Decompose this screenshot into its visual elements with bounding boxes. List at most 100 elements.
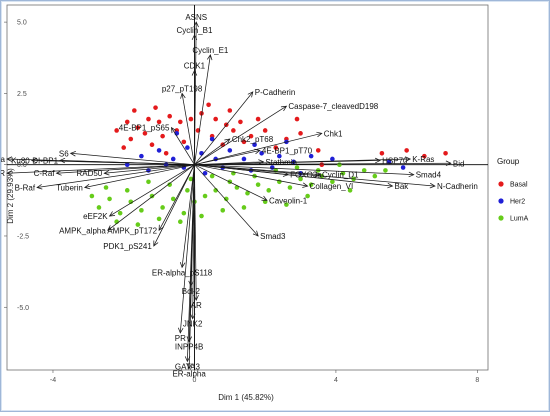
point-basal — [188, 116, 194, 122]
x-axis-label: Dim 1 (45.82%) — [218, 393, 274, 402]
point-her2 — [330, 156, 335, 162]
variable-label-ku80: Ku80 — [11, 156, 30, 165]
arrowhead-n-cadherin — [429, 182, 436, 189]
arrowhead-er-alpha-ps118 — [179, 262, 186, 269]
point-her2 — [202, 170, 208, 176]
point-basal — [443, 150, 448, 156]
point-basal — [231, 128, 236, 133]
point-luma — [308, 182, 314, 187]
point-luma — [185, 188, 190, 193]
arrow-ampk-alpha — [107, 164, 195, 231]
arrowhead-stathmin — [258, 159, 265, 165]
arrowhead-cyclin-b1 — [191, 34, 198, 41]
point-her2 — [185, 145, 190, 150]
variable-label-tuberin: Tuberin — [56, 184, 83, 193]
variable-label-ampk-alpha: AMPK_alpha — [59, 226, 106, 235]
arrow-caveolin-1 — [194, 164, 268, 201]
point-luma — [220, 208, 226, 213]
arrow-k-ras — [194, 158, 411, 166]
variable-label-s6: S6 — [59, 149, 69, 158]
variable-label-caveolin-1: Caveolin-1 — [269, 196, 308, 205]
arrow-er-alpha — [188, 164, 195, 369]
point-basal — [167, 113, 172, 119]
variable-label-stathmin: Stathmin — [265, 158, 297, 167]
variable-label-collagen-vi: Collagen_VI — [310, 182, 354, 191]
plot-panel — [6, 4, 489, 371]
point-basal — [422, 153, 427, 159]
point-luma — [156, 216, 162, 222]
point-luma — [209, 173, 215, 179]
arrowhead-p-cadherin — [247, 91, 254, 98]
arrowhead-k-ras — [405, 156, 412, 162]
arrow-collagen-vi — [194, 164, 308, 187]
point-her2 — [277, 153, 282, 159]
point-basal — [178, 119, 183, 125]
point-basal — [206, 102, 211, 108]
variable-label-c-raf: C-Raf — [34, 169, 56, 178]
variable-label-4e-bp1-pt70: 4E-BP1_pT70 — [262, 146, 313, 155]
point-her2 — [209, 136, 215, 142]
point-luma — [170, 196, 176, 202]
point-basal — [227, 108, 233, 113]
variable-label-gata3: GATA3 — [175, 362, 201, 371]
point-luma — [178, 219, 183, 225]
point-her2 — [269, 165, 275, 170]
arrowhead-b-raf — [36, 184, 43, 190]
arrow-s6 — [70, 152, 195, 166]
arrowhead-rad50 — [103, 170, 110, 176]
y-tick-label: 5.0 — [17, 20, 27, 27]
arrow-chk2-pt68 — [194, 138, 231, 165]
point-luma — [245, 190, 250, 196]
arrowhead-tor — [6, 170, 13, 176]
point-luma — [383, 168, 388, 173]
arrow-4e-bp1-ps65 — [171, 127, 195, 165]
point-basal — [146, 116, 151, 122]
point-basal — [163, 150, 169, 156]
point-her2 — [170, 156, 176, 162]
point-luma — [330, 179, 335, 185]
y-axis-label: Dim 2 (29.93%) — [6, 168, 15, 224]
arrowhead-pdk1-ps241 — [153, 240, 159, 247]
arrow-p27-pt198 — [181, 93, 195, 165]
variable-label-chk2-pt68: Chk2_pT68 — [232, 135, 274, 144]
arrow-4e-bp1-pt70 — [194, 150, 260, 166]
variable-label-smad3: Smad3 — [260, 232, 286, 241]
arrow-er-alpha-ps118 — [181, 164, 195, 268]
arrowhead-smad4 — [408, 171, 415, 178]
point-luma — [117, 210, 123, 216]
variable-label-p-cadherin: P-Cadherin — [255, 88, 295, 97]
arrowhead-p27-pt198 — [180, 92, 186, 99]
arrow-tuberin — [84, 164, 195, 188]
point-basal — [181, 139, 187, 145]
point-her2 — [139, 153, 144, 159]
arrow-di-bp1 — [60, 160, 195, 166]
arrow-p-cadherin — [194, 91, 254, 165]
arrowhead-collagen-vi — [302, 182, 309, 188]
point-basal — [255, 116, 261, 122]
arrowhead-hsp70 — [374, 157, 381, 164]
arrow-tor — [6, 164, 195, 174]
point-luma — [287, 185, 293, 190]
variable-label-smad4: Smad4 — [416, 171, 442, 180]
y-tick-label: 0.0 — [17, 162, 27, 169]
arrowhead-cyclin-d1 — [314, 171, 321, 178]
point-luma — [139, 208, 144, 213]
arrowhead-smad3 — [252, 230, 259, 237]
arrowhead-caveolin-1 — [261, 195, 268, 201]
x-tick-label: 4 — [334, 377, 338, 384]
point-luma — [160, 205, 165, 210]
point-basal — [124, 119, 130, 125]
point-luma — [266, 188, 272, 193]
point-luma — [89, 193, 95, 199]
arrowhead-inpp4b — [186, 336, 193, 343]
point-basal — [142, 131, 148, 136]
variable-label-cdk1: CDK1 — [184, 62, 206, 71]
point-her2 — [386, 159, 392, 165]
point-her2 — [156, 148, 162, 153]
variable-label-chk1: Chk1 — [324, 129, 343, 138]
point-luma — [135, 222, 141, 227]
variable-labels-layer: ASNS Cyclin_B1 Cyclin_E1 CDK1 P-Cadherin p27_… — [0, 13, 478, 378]
variable-label-pr: PR — [175, 334, 186, 343]
variable-label-caspase-7-cleavedd198: Caspase-7_cleavedD198 — [288, 102, 378, 111]
